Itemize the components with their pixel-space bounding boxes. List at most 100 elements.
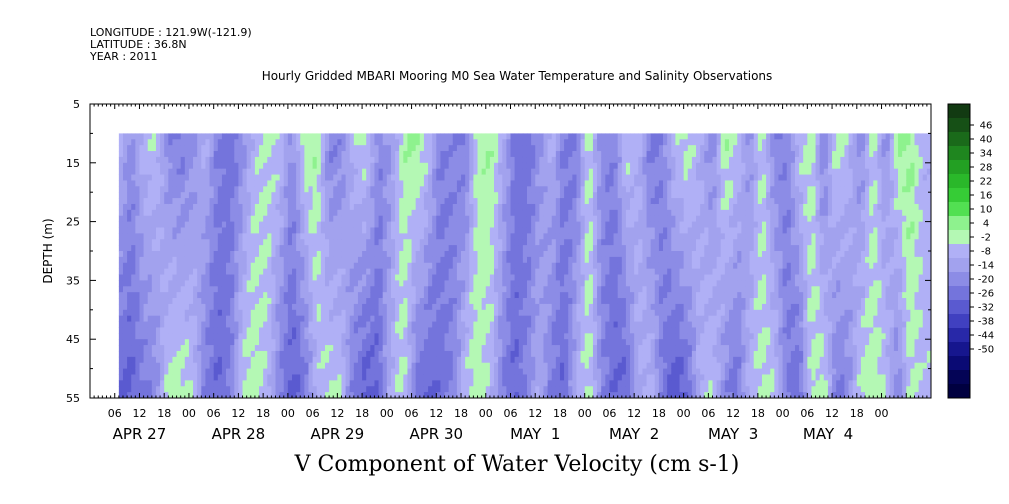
heatmap-cell: [535, 286, 540, 293]
heatmap-cell: [308, 286, 314, 293]
heatmap-cell: [205, 145, 210, 152]
heatmap-cell: [139, 292, 144, 299]
heatmap-cell: [217, 251, 223, 258]
heatmap-cell: [547, 374, 553, 381]
heatmap-cell: [572, 186, 577, 193]
heatmap-cell: [399, 274, 404, 281]
heatmap-cell: [312, 309, 318, 317]
heatmap-cell: [263, 339, 268, 346]
heatmap-cell: [555, 262, 561, 270]
heatmap-cell: [555, 156, 561, 164]
heatmap-cell: [246, 239, 252, 246]
heatmap-cell: [473, 192, 478, 199]
heatmap-cell: [456, 239, 462, 246]
heatmap-cell: [283, 156, 289, 164]
heatmap-cell: [370, 256, 375, 264]
heatmap-cell: [494, 145, 499, 152]
heatmap-cell: [407, 174, 412, 181]
heatmap-cell: [514, 151, 520, 158]
heatmap-cell: [242, 162, 248, 170]
heatmap-cell: [188, 239, 194, 246]
heatmap-cell: [217, 174, 223, 181]
heatmap-cell: [551, 345, 557, 352]
heatmap-cell: [226, 362, 231, 369]
heatmap-cell: [531, 392, 536, 399]
heatmap-cell: [555, 256, 561, 264]
heatmap-cell: [267, 303, 272, 311]
heatmap-cell: [440, 221, 445, 228]
heatmap-cell: [551, 168, 557, 175]
heatmap-cell: [510, 180, 516, 187]
heatmap-cell: [217, 345, 223, 352]
heatmap-cell: [432, 268, 437, 275]
heatmap-cell: [370, 386, 375, 393]
heatmap-cell: [362, 262, 367, 270]
heatmap-cell: [572, 286, 577, 293]
heatmap-cell: [415, 174, 421, 181]
heatmap-cell: [176, 239, 182, 246]
heatmap-cell: [518, 298, 524, 305]
heatmap-cell: [485, 350, 491, 358]
heatmap-cell: [168, 374, 173, 381]
heatmap-cell: [415, 292, 421, 299]
heatmap-cell: [197, 392, 202, 399]
heatmap-cell: [312, 180, 318, 187]
heatmap-cell: [395, 350, 400, 358]
heatmap-cell: [494, 186, 499, 193]
heatmap-cell: [131, 274, 136, 281]
heatmap-cell: [147, 268, 153, 275]
heatmap-cell: [131, 356, 136, 364]
heatmap-cell: [444, 168, 450, 175]
heatmap-cell: [444, 233, 450, 240]
heatmap-cell: [234, 209, 239, 217]
heatmap-cell: [320, 239, 326, 246]
heatmap-cell: [287, 368, 293, 375]
heatmap-cell: [250, 245, 256, 252]
heatmap-cell: [238, 303, 243, 311]
heatmap-cell: [378, 198, 384, 205]
heatmap-cell: [135, 303, 140, 311]
heatmap-cell: [568, 239, 573, 246]
heatmap-cell: [135, 309, 140, 317]
heatmap-cell: [205, 209, 210, 217]
heatmap-cell: [535, 180, 540, 187]
heatmap-cell: [572, 280, 577, 287]
heatmap-cell: [275, 315, 281, 322]
heatmap-cell: [287, 227, 293, 234]
heatmap-cell: [201, 292, 206, 299]
heatmap-cell: [382, 198, 388, 205]
heatmap-cell: [473, 345, 478, 352]
heatmap-cell: [378, 221, 384, 228]
heatmap-cell: [399, 168, 404, 175]
heatmap-cell: [221, 133, 227, 140]
heatmap-cell: [403, 256, 408, 264]
heatmap-cell: [547, 262, 553, 270]
heatmap-cell: [564, 174, 569, 181]
heatmap-cell: [456, 350, 462, 358]
heatmap-cell: [259, 292, 264, 299]
heatmap-cell: [456, 380, 462, 387]
heatmap-cell: [502, 139, 507, 146]
heatmap-cell: [213, 221, 219, 228]
heatmap-cell: [526, 386, 532, 393]
heatmap-cell: [267, 268, 272, 275]
heatmap-cell: [399, 192, 404, 199]
heatmap-cell: [201, 151, 206, 158]
heatmap-cell: [518, 233, 524, 240]
heatmap-cell: [320, 192, 326, 199]
heatmap-cell: [205, 315, 210, 322]
heatmap-cell: [147, 227, 153, 234]
heatmap-cell: [357, 386, 363, 393]
heatmap-cell: [122, 286, 128, 293]
heatmap-cell: [242, 233, 248, 240]
heatmap-cell: [131, 162, 136, 170]
heatmap-cell: [300, 356, 305, 364]
heatmap-cell: [242, 280, 248, 287]
heatmap-cell: [502, 168, 507, 175]
heatmap-cell: [539, 233, 544, 240]
heatmap-cell: [180, 321, 186, 328]
heatmap-cell: [308, 345, 314, 352]
heatmap-cell: [164, 392, 169, 399]
heatmap-cell: [411, 133, 417, 140]
heatmap-cell: [411, 145, 417, 152]
